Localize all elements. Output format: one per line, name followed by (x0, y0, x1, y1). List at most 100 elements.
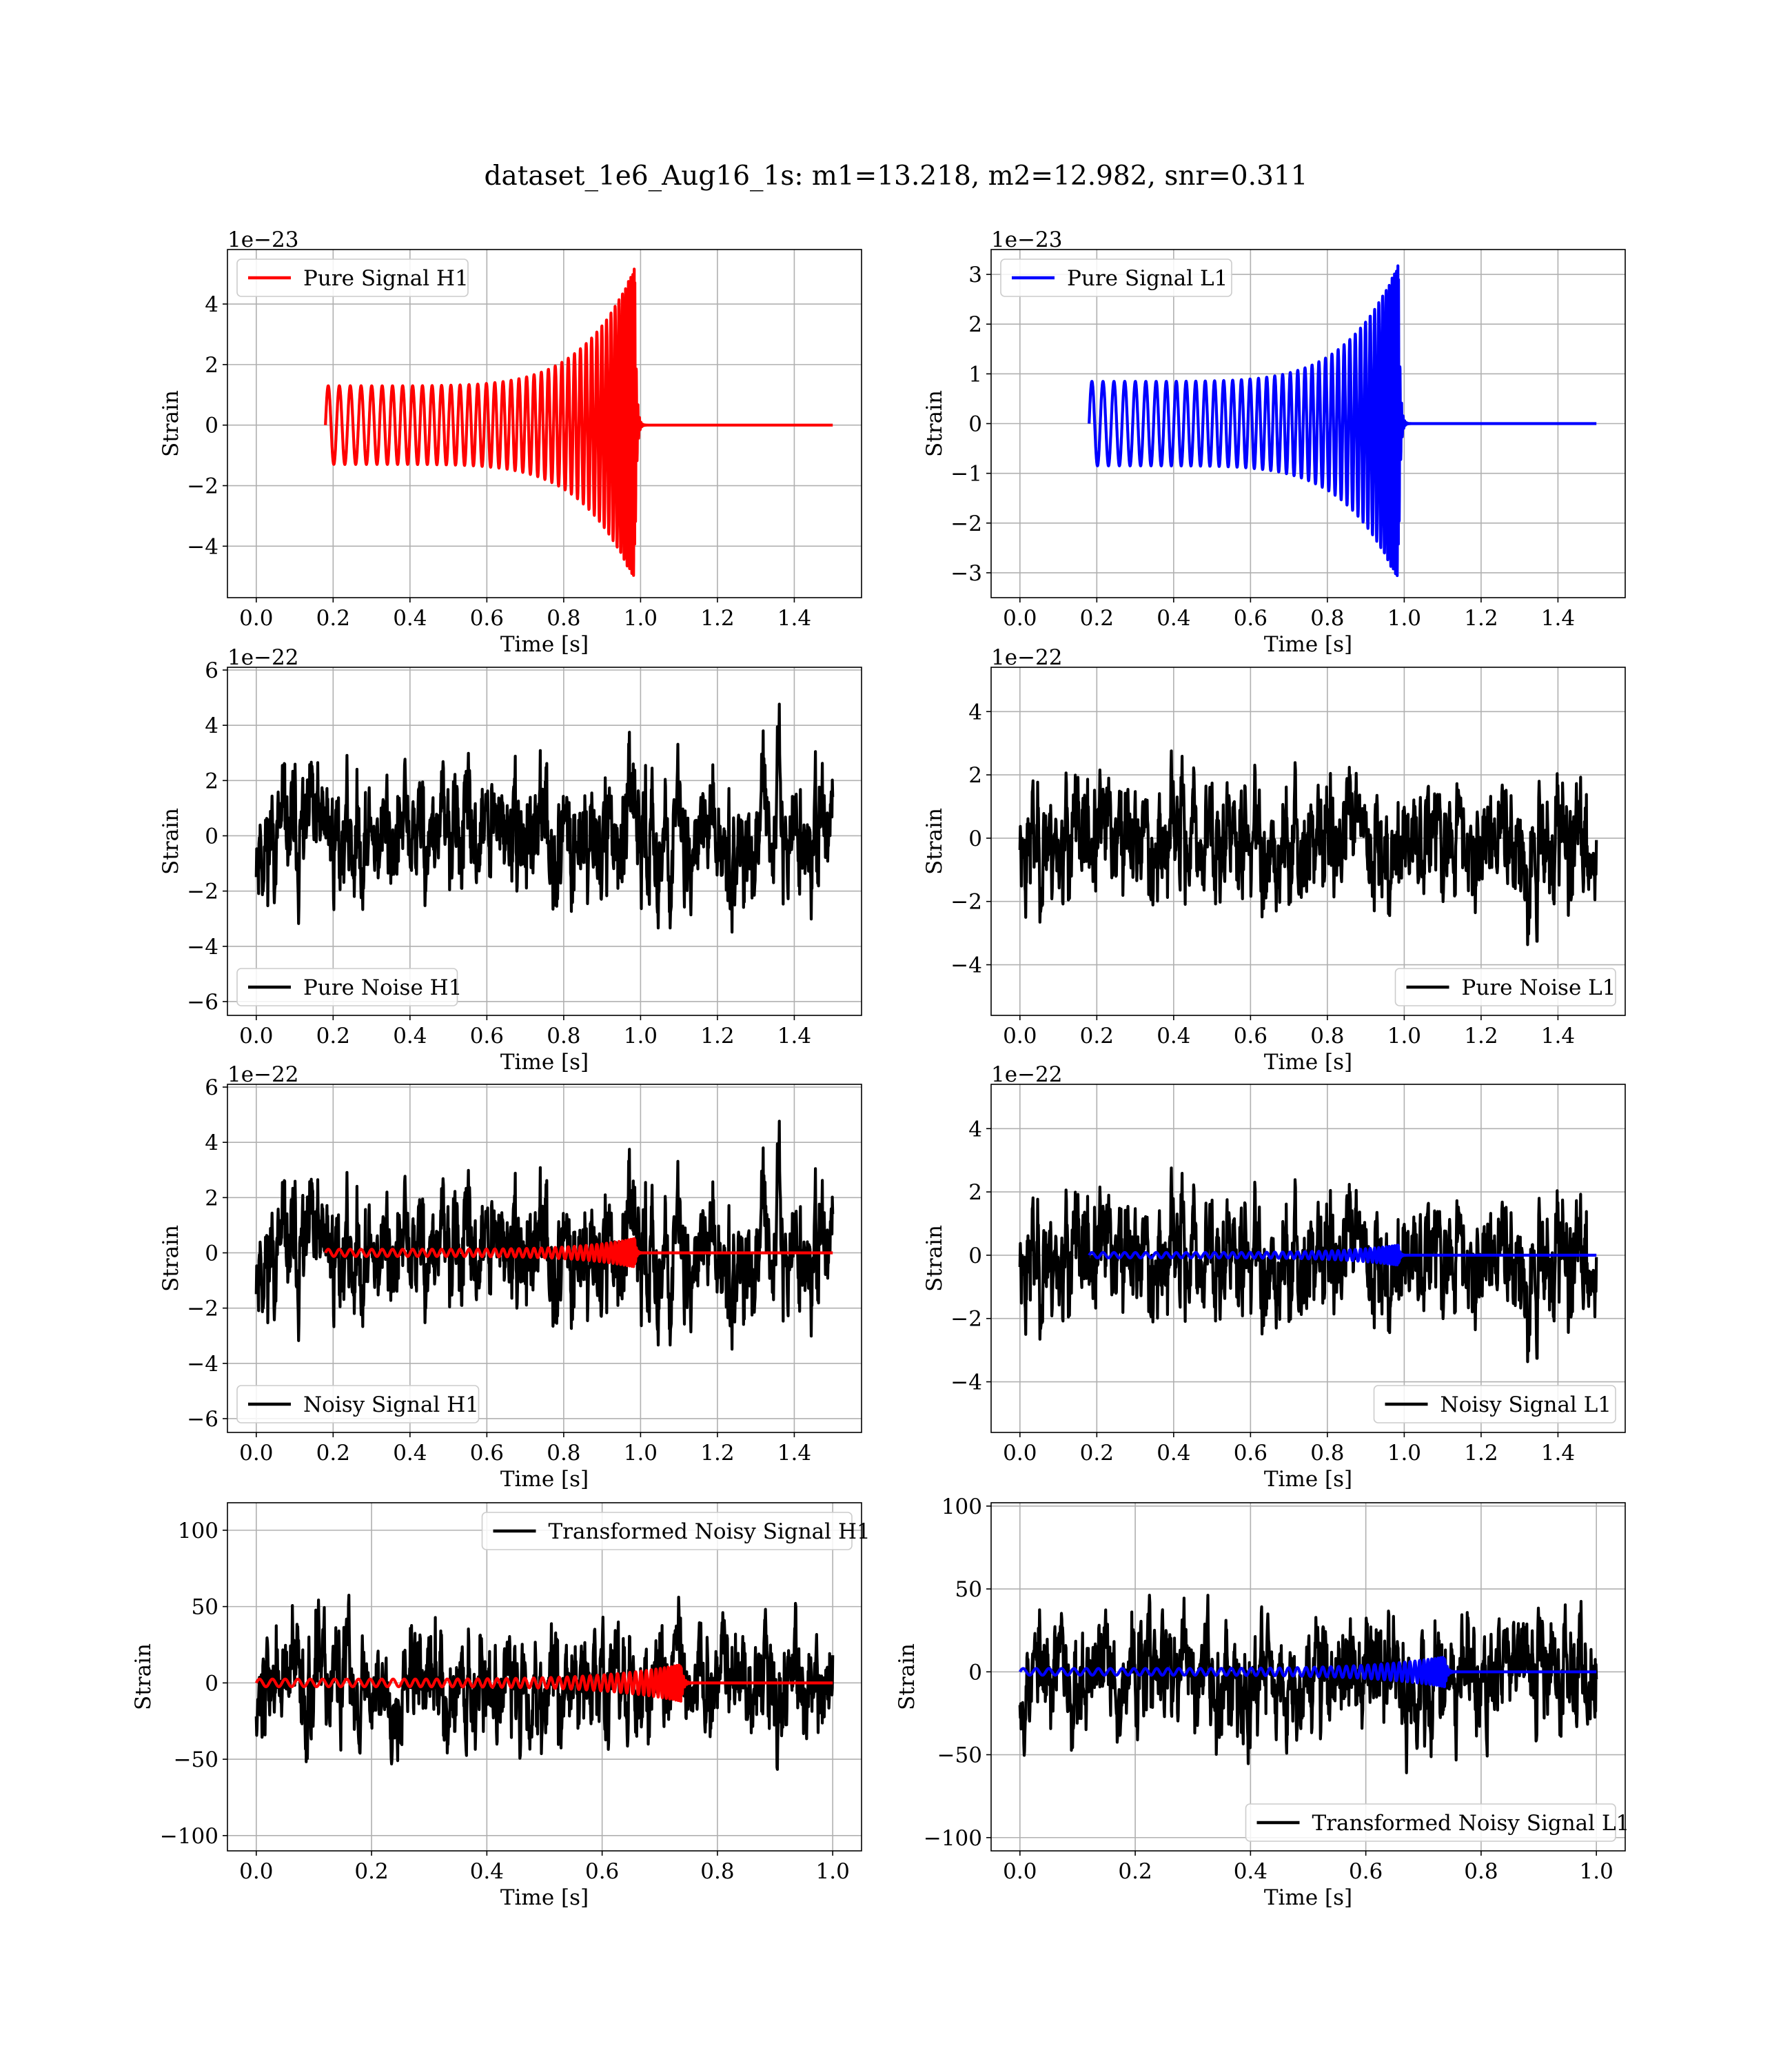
legend-box (1000, 258, 1232, 297)
series-line-overlay-1 (1088, 1244, 1598, 1266)
legend-entry: Pure Signal L1 (1067, 266, 1228, 291)
y-tick-label: 0 (205, 414, 218, 438)
legend: Pure Signal H1 (236, 258, 469, 297)
axes-frame (227, 249, 862, 598)
x-tick-label: 1.2 (700, 606, 734, 631)
y-tick-label: 4 (205, 292, 218, 317)
y-tick-label: 6 (205, 658, 218, 683)
x-axis-label: Time [s] (1264, 632, 1352, 657)
plot-area (254, 702, 835, 934)
x-axis-label: Time [s] (1264, 1885, 1352, 1910)
axis-offset-text: 1e−22 (227, 1062, 299, 1087)
axis-offset-text: 1e−22 (991, 1062, 1063, 1087)
x-tick-label: 0.6 (470, 1024, 504, 1048)
series-line-noisy-signal-h1 (254, 1119, 835, 1351)
y-tick-label: 2 (968, 1180, 982, 1205)
legend-box (1394, 968, 1616, 1006)
y-tick-label: −50 (937, 1743, 982, 1768)
y-tick-label: 3 (968, 263, 982, 287)
legend: Noisy Signal L1 (1373, 1385, 1616, 1423)
x-tick-label: 1.4 (1541, 1024, 1575, 1048)
legend: Noisy Signal H1 (236, 1385, 480, 1423)
x-tick-label: 0.6 (1234, 1024, 1267, 1048)
legend-box (236, 1385, 480, 1423)
x-tick-label: 1.2 (1464, 1441, 1498, 1466)
axes-frame (227, 1502, 862, 1852)
legend-entry: Pure Signal H1 (303, 266, 469, 291)
x-tick-label: 0.0 (1003, 1441, 1037, 1466)
x-tick-label: 1.4 (777, 1441, 811, 1466)
y-tick-label: −6 (187, 990, 218, 1015)
y-axis-label: Strain (922, 808, 947, 875)
x-tick-label: 0.8 (547, 606, 580, 631)
y-tick-label: 0 (968, 412, 982, 437)
y-tick-label: 2 (205, 1186, 218, 1210)
x-tick-label: 1.2 (1464, 606, 1498, 631)
y-tick-label: 100 (178, 1519, 218, 1543)
x-tick-label: 0.8 (700, 1859, 734, 1884)
plot-area (1088, 264, 1598, 578)
legend-box (1373, 1385, 1616, 1423)
legend-box (236, 968, 458, 1006)
y-tick-label: 4 (205, 1131, 218, 1155)
series-line-pure-noise-h1 (254, 702, 835, 934)
x-tick-label: 0.4 (470, 1859, 504, 1884)
y-tick-label: −2 (187, 1297, 218, 1321)
y-tick-label: −100 (160, 1824, 218, 1849)
y-tick-label: 0 (205, 824, 218, 849)
legend-box (1245, 1803, 1616, 1842)
x-tick-label: 0.8 (1310, 1024, 1344, 1048)
pure-signal-h1-subplot: 0.0 0.2 0.4 0.6 0.8 1.0 1.2 1.4 −4 −2 0 2 4 Time [s] S… (159, 227, 862, 657)
x-tick-label: 0.4 (393, 1024, 427, 1048)
axis-offset-text: 1e−23 (991, 227, 1063, 252)
transformed-noisy-signal-l1-subplot: 0.0 0.2 0.4 0.6 0.8 1.0 −100 −50 0 50 100 Time [s] S… (895, 1494, 1629, 1910)
legend-entry: Pure Noise L1 (1462, 975, 1616, 1000)
x-tick-label: 0.2 (1080, 606, 1114, 631)
x-tick-label: 0.0 (1003, 1024, 1037, 1048)
legend-box (236, 258, 469, 297)
x-tick-label: 0.6 (470, 606, 504, 631)
x-tick-label: 0.4 (1157, 1024, 1190, 1048)
plot-area (1018, 1166, 1598, 1364)
y-axis-label: Strain (922, 390, 947, 457)
axis-offset-text: 1e−23 (227, 227, 299, 252)
x-axis-label: Time [s] (500, 1050, 589, 1075)
y-tick-label: −4 (187, 1352, 218, 1377)
plot-area (1018, 1594, 1598, 1774)
y-tick-label: 4 (205, 713, 218, 738)
y-axis-label: Strain (159, 390, 183, 457)
y-tick-label: 0 (968, 1660, 982, 1685)
x-tick-label: 0.0 (239, 1441, 273, 1466)
y-tick-label: 0 (968, 1244, 982, 1268)
axes-frame (990, 667, 1626, 1016)
axis-offset-text: 1e−22 (227, 645, 299, 670)
legend: Pure Signal L1 (1000, 258, 1232, 297)
legend-entry: Noisy Signal H1 (303, 1392, 479, 1417)
x-tick-label: 1.0 (624, 1024, 658, 1048)
y-tick-label: −100 (924, 1826, 982, 1851)
y-tick-label: 2 (968, 312, 982, 337)
y-tick-label: 4 (968, 700, 982, 724)
x-tick-label: 0.8 (547, 1024, 580, 1048)
y-tick-label: −4 (950, 1370, 982, 1395)
plot-area (1018, 749, 1598, 946)
plot-area (254, 1594, 835, 1771)
plot-area (254, 1119, 835, 1351)
x-tick-label: 1.0 (1580, 1859, 1613, 1884)
y-tick-label: 100 (941, 1494, 982, 1519)
y-tick-label: −1 (950, 462, 982, 487)
x-tick-label: 1.4 (1541, 1441, 1575, 1466)
figure-title: dataset_1e6_Aug16_1s: m1=13.218, m2=12.9… (485, 161, 1308, 192)
x-tick-label: 1.4 (777, 1024, 811, 1048)
series-line-transformed-noisy-signal-h1 (254, 1594, 835, 1771)
legend: Pure Noise H1 (236, 968, 462, 1006)
x-tick-label: 1.4 (777, 606, 811, 631)
x-tick-label: 1.2 (700, 1024, 734, 1048)
y-axis-label: Strain (131, 1643, 156, 1710)
series-line-overlay-1 (254, 1663, 834, 1703)
y-axis-label: Strain (895, 1643, 919, 1710)
legend-box (481, 1512, 853, 1550)
series-line-pure-noise-l1 (1018, 749, 1598, 946)
